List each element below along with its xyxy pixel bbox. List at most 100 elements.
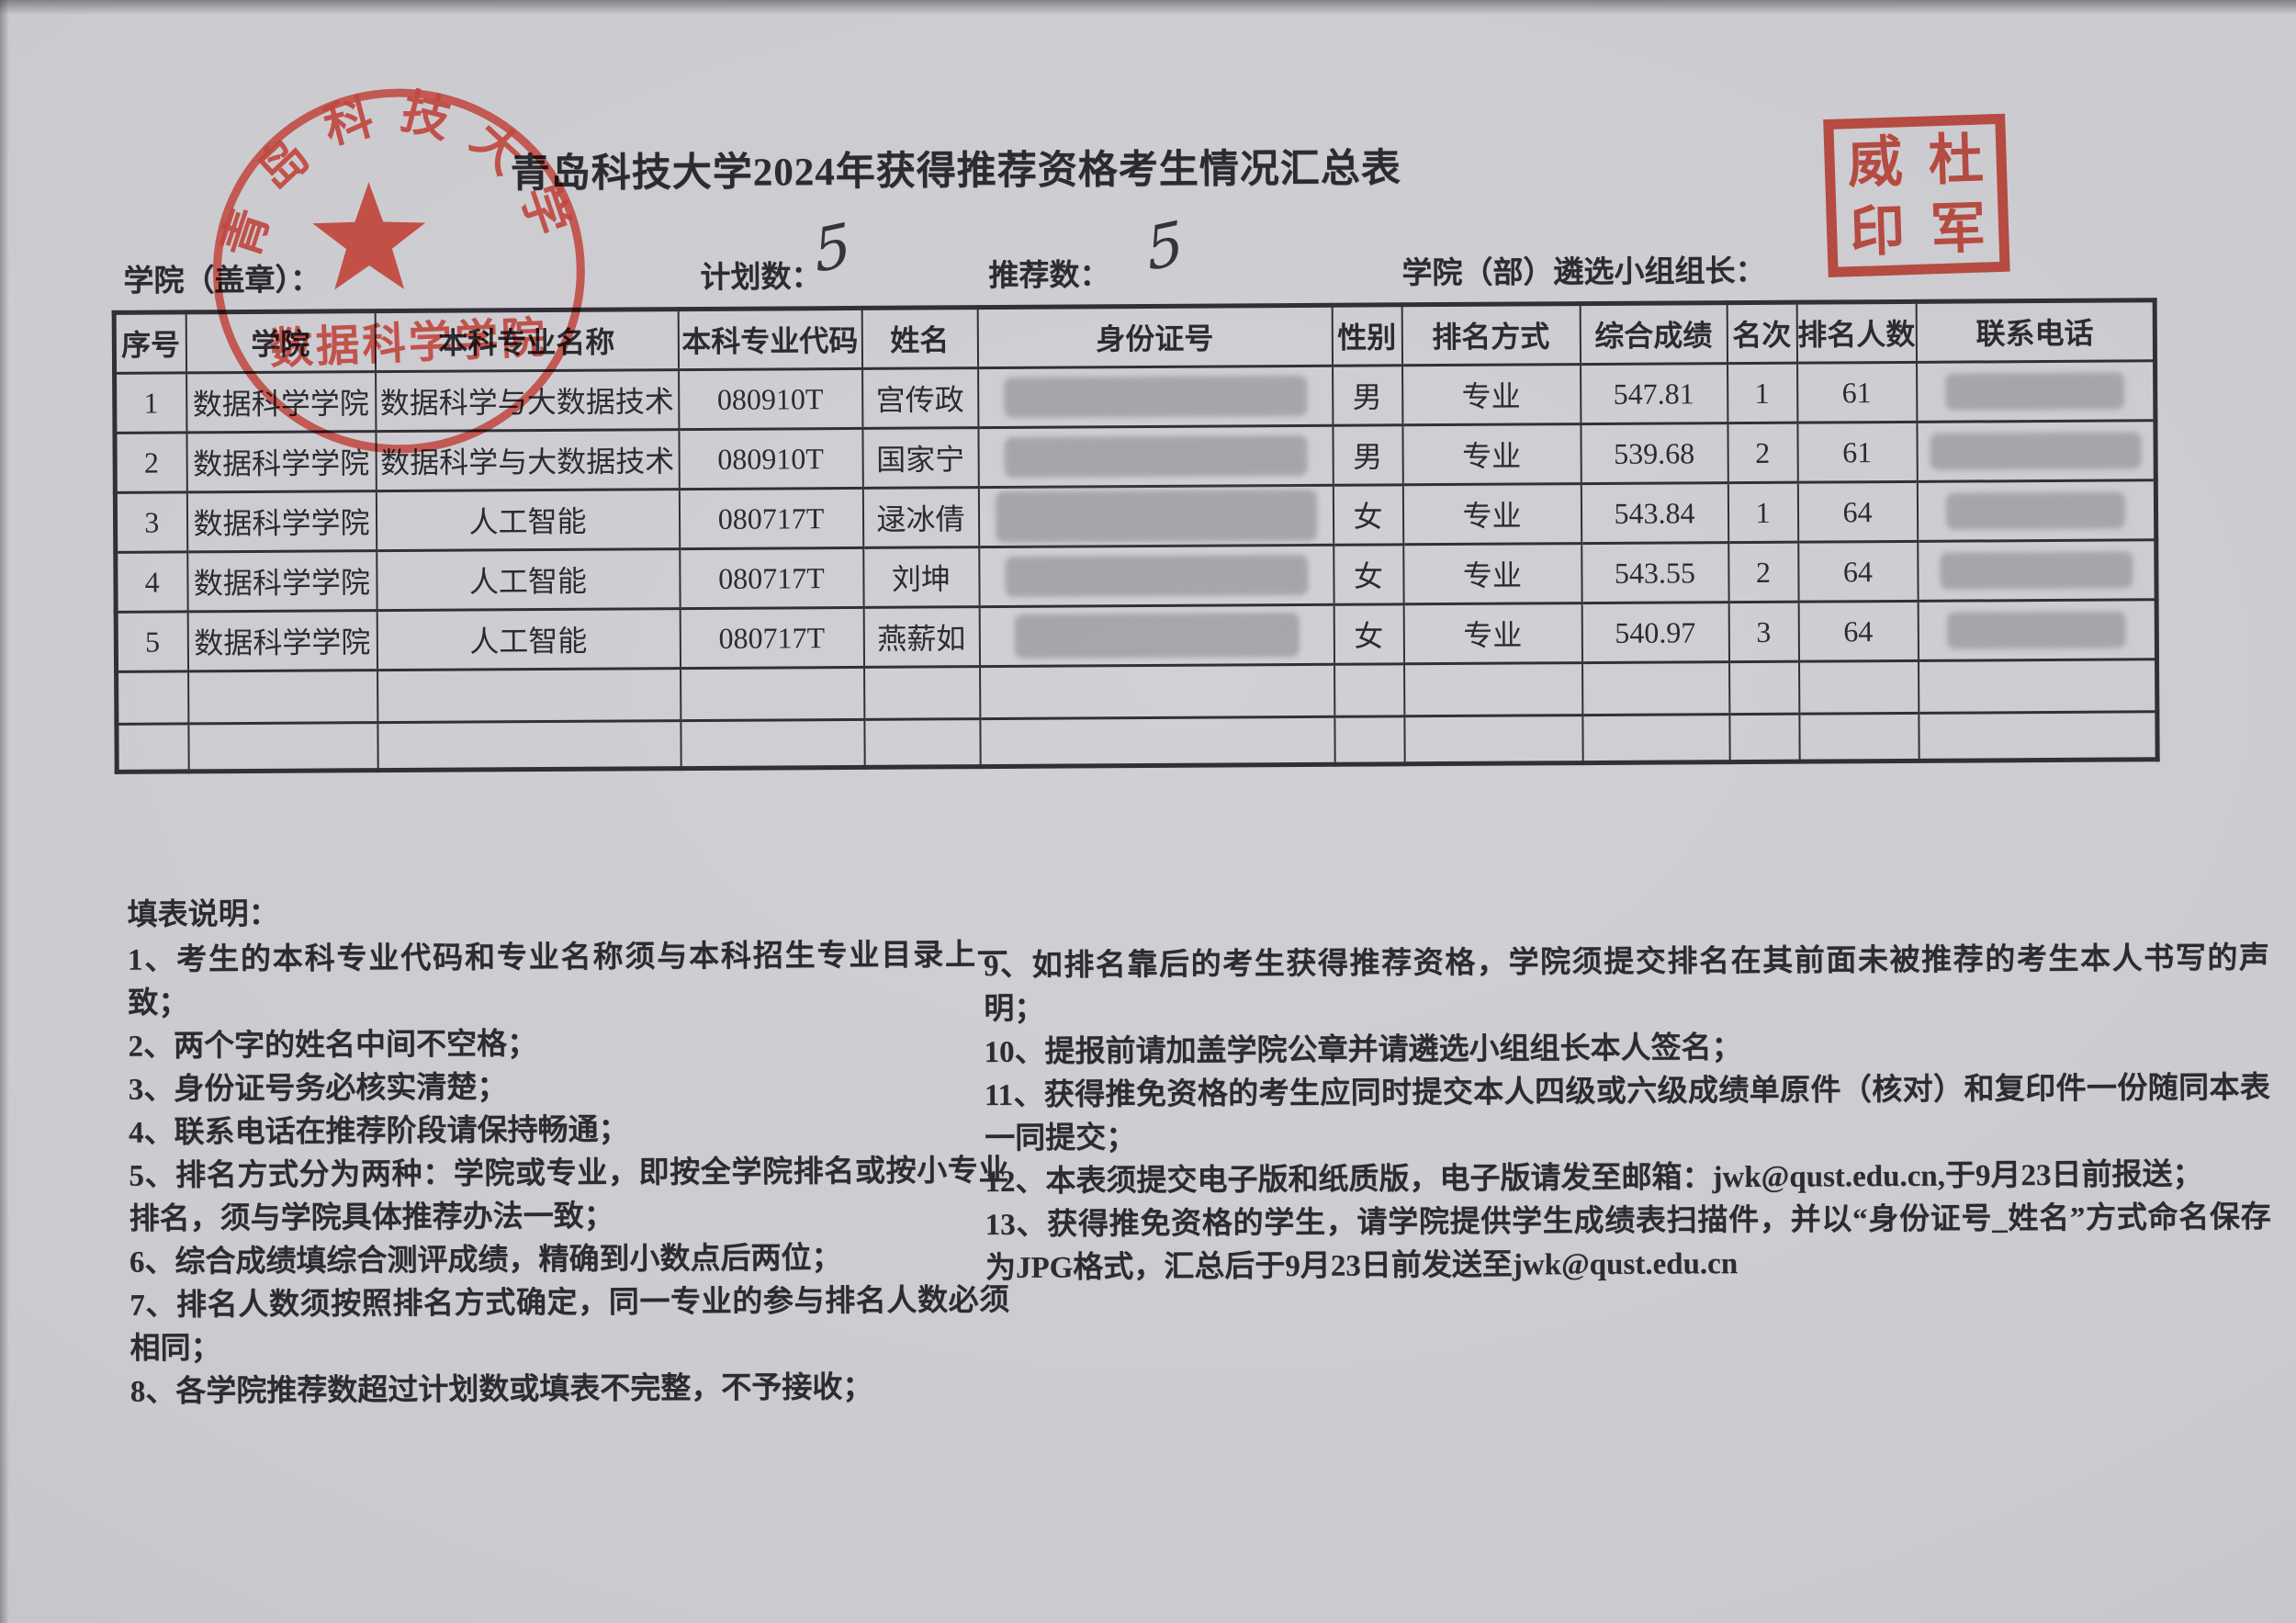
table-cell-empty xyxy=(187,670,377,724)
notes-heading: 填表说明： xyxy=(127,897,279,932)
table-cell: 547.81 xyxy=(1580,363,1728,424)
table-cell: 专业 xyxy=(1401,423,1581,485)
table-cell: 男 xyxy=(1332,424,1403,486)
note-item: 3、身份证号务必核实清楚； xyxy=(128,1071,508,1107)
note-item: 5、排名方式分为两种：学院或专业，即按全学院排名或按小专业排名，须与学院具体推荐… xyxy=(129,1154,1009,1236)
table-cell: 543.55 xyxy=(1581,542,1729,603)
notes-left-column: 填表说明： 1、考生的本科专业代码和专业名称须与本科招生专业目录上一致； 2、两个… xyxy=(128,885,1010,1414)
table-cell: 2 xyxy=(114,432,187,493)
table-cell: 专业 xyxy=(1402,483,1581,545)
table-cell: 宫传政 xyxy=(861,367,978,429)
table-cell-empty xyxy=(680,667,864,721)
table-cell-empty xyxy=(187,722,378,772)
table-cell xyxy=(978,545,1334,607)
table-cell-empty xyxy=(1334,663,1404,717)
table-cell: 1 xyxy=(1727,363,1797,423)
note-item: 6、综合成绩填综合测评成绩，精确到小数点后两位； xyxy=(129,1242,842,1279)
note-item: 9、如排名靠后的考生获得推荐资格，学院须提交排名在其前面未被推荐的考生本人书写的… xyxy=(983,941,2270,1027)
column-header: 性别 xyxy=(1332,304,1402,366)
redacted-blur xyxy=(1004,554,1309,597)
table-cell-empty xyxy=(1798,713,1919,762)
column-header: 名次 xyxy=(1727,302,1797,364)
table-cell: 女 xyxy=(1334,603,1404,665)
table-cell: 3 xyxy=(1728,602,1799,662)
table-cell-empty xyxy=(1581,661,1729,716)
table-cell xyxy=(1917,479,2156,542)
note-item: 8、各学院推荐数超过计划数或填表不完整，不予接收； xyxy=(129,1370,873,1409)
redacted-blur xyxy=(1940,551,2133,590)
table-cell-empty xyxy=(1334,716,1405,765)
table-cell: 64 xyxy=(1797,481,1918,543)
table-cell-empty xyxy=(1403,715,1583,764)
plan-count-label: 计划数： xyxy=(700,261,822,295)
redacted-blur xyxy=(1014,612,1300,659)
table-cell: 1 xyxy=(114,372,186,434)
redacted-blur xyxy=(1003,375,1307,418)
table-cell: 61 xyxy=(1796,422,1918,483)
seal-star-icon xyxy=(312,182,426,290)
seal-char: 威 xyxy=(1846,130,1904,194)
table-cell-empty xyxy=(1918,659,2157,714)
note-item: 13、获得推免资格的学生，请学院提供学生成绩表扫描件，并以“身份证号_姓名”方式… xyxy=(985,1200,2271,1286)
table-cell-empty xyxy=(979,664,1334,719)
table-cell xyxy=(1917,539,2157,602)
table-cell-empty xyxy=(1918,711,2158,761)
recommend-count-handwritten-value: 5 xyxy=(1142,209,1187,286)
table-cell: 64 xyxy=(1797,541,1919,603)
table-cell: 数据科学学院 xyxy=(186,550,377,612)
table-cell-empty xyxy=(377,668,681,723)
table-cell: 080910T xyxy=(678,428,863,490)
table-cell xyxy=(1916,360,2155,423)
redacted-blur xyxy=(995,489,1317,544)
table-cell: 女 xyxy=(1333,484,1403,546)
table-cell: 080717T xyxy=(680,607,864,669)
table-cell-empty xyxy=(1728,661,1799,715)
redacted-blur xyxy=(1946,491,2126,530)
university-round-seal: 青岛科技大学 数据科学学院 xyxy=(213,84,585,454)
table-cell: 4 xyxy=(115,551,188,613)
table-cell-empty xyxy=(1728,714,1800,762)
table-cell: 女 xyxy=(1333,544,1404,605)
table-cell xyxy=(979,604,1334,667)
scan-edge-shadow-left xyxy=(0,0,9,1623)
table-cell: 人工智能 xyxy=(376,489,680,551)
table-cell xyxy=(1918,599,2157,661)
column-header: 综合成绩 xyxy=(1580,302,1728,365)
note-item: 12、本表须提交电子版和纸质版，电子版请发至邮箱：jwk@qust.edu.cn… xyxy=(985,1157,2203,1200)
redacted-blur xyxy=(1946,611,2127,649)
table-cell: 080717T xyxy=(679,547,864,609)
table-cell: 专业 xyxy=(1401,364,1581,425)
table-cell-empty xyxy=(1581,714,1730,763)
table-cell: 人工智能 xyxy=(377,608,681,671)
column-header: 联系电话 xyxy=(1916,299,2155,363)
table-cell-empty xyxy=(377,720,681,771)
table-cell: 专业 xyxy=(1403,603,1582,664)
table-cell: 1 xyxy=(1728,482,1798,543)
table-cell: 数据科学学院 xyxy=(187,610,377,671)
table-cell xyxy=(978,485,1334,547)
note-item: 1、考生的本科专业代码和专业名称须与本科招生专业目录上一致； xyxy=(127,938,1008,1020)
table-cell-empty xyxy=(863,718,981,768)
table-cell: 64 xyxy=(1798,601,1919,662)
column-header: 身份证号 xyxy=(977,305,1333,368)
seal-char: 杜 xyxy=(1927,129,1985,191)
redacted-blur xyxy=(1930,432,2142,470)
seal-char: 印 xyxy=(1849,199,1907,263)
table-cell xyxy=(1916,420,2156,482)
table-cell xyxy=(977,425,1334,488)
table-cell-empty xyxy=(1798,660,1919,715)
table-cell: 080910T xyxy=(678,368,862,430)
notes-right-items: 9、如排名靠后的考生获得推荐资格，学院须提交排名在其前面未被推荐的考生本人书写的… xyxy=(984,938,2271,1291)
table-cell-empty xyxy=(116,723,189,772)
table-cell: 543.84 xyxy=(1581,482,1728,544)
table-cell: 539.68 xyxy=(1580,423,1728,484)
table-cell-empty xyxy=(979,716,1335,767)
table-cell: 080717T xyxy=(679,488,863,549)
column-header: 排名方式 xyxy=(1401,303,1581,366)
table-cell: 专业 xyxy=(1402,543,1582,604)
column-header: 排名人数 xyxy=(1796,301,1917,364)
table-cell: 3 xyxy=(115,491,187,553)
table-cell: 数据科学学院 xyxy=(186,490,377,552)
